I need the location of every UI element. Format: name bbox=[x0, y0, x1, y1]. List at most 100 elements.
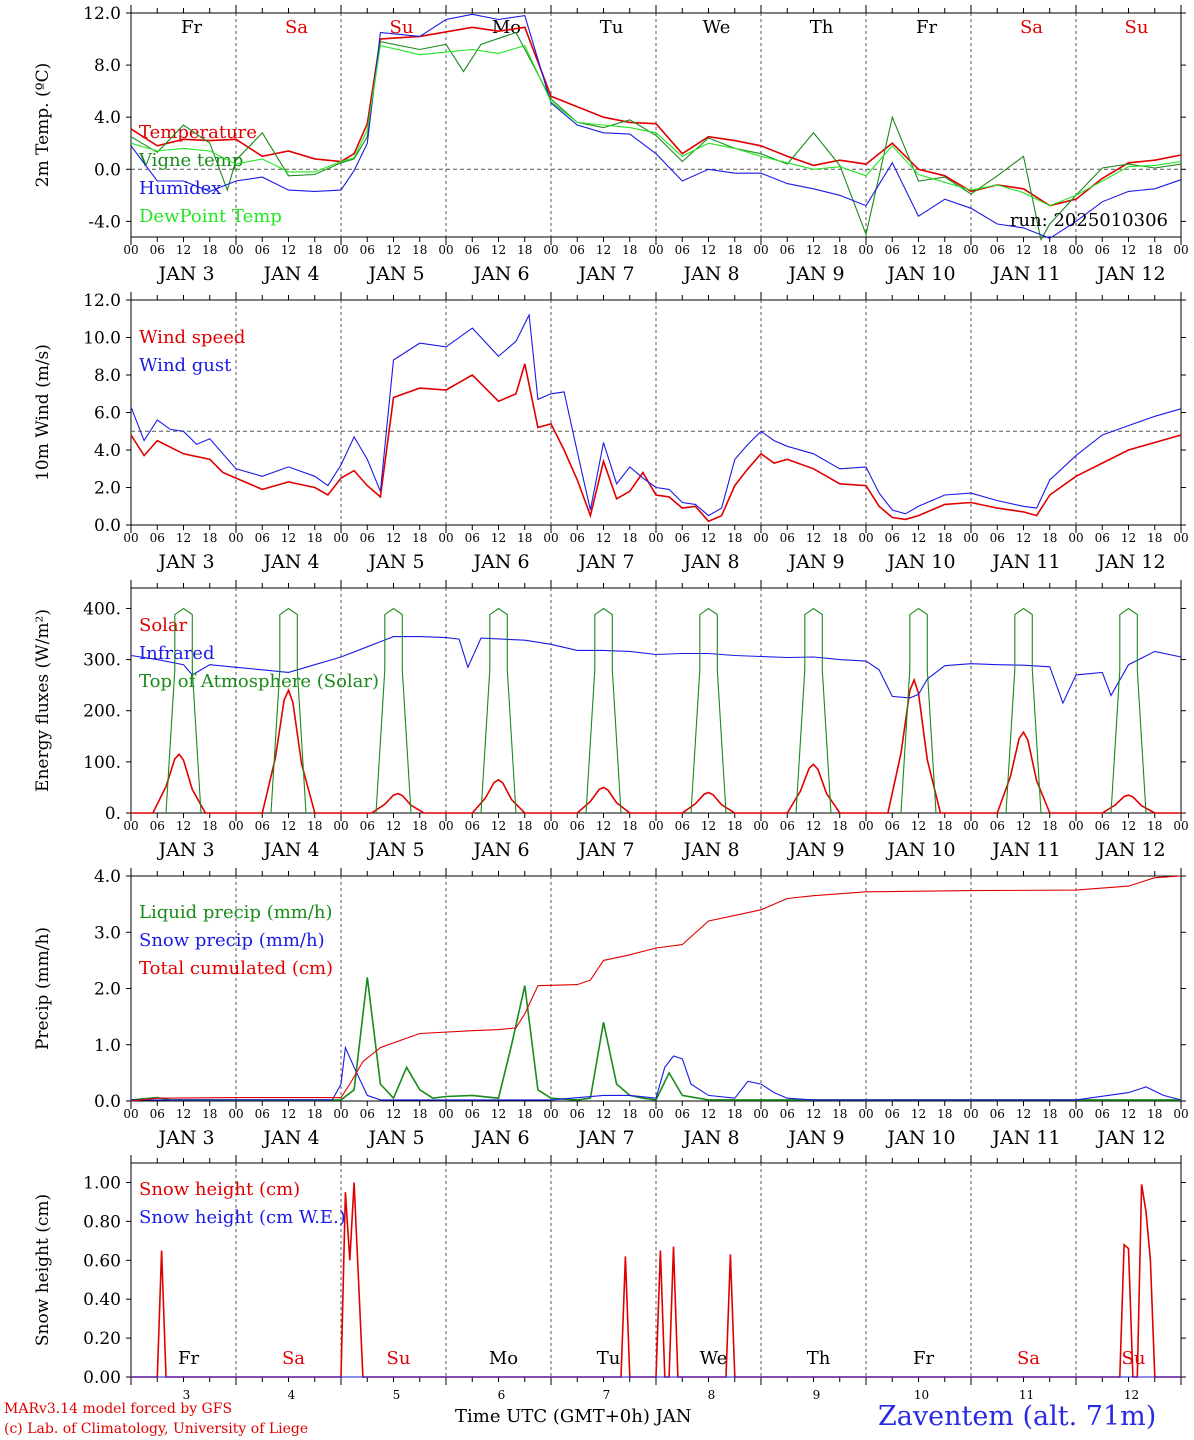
legend-wind-speed: Wind speed bbox=[139, 327, 245, 348]
hour-label: 00 bbox=[963, 819, 978, 833]
weekday-label: Fr bbox=[181, 17, 202, 38]
y-axis-label: Energy fluxes (W/m²) bbox=[33, 609, 53, 792]
hour-label: 18 bbox=[1042, 819, 1057, 833]
model-credit: MARv3.14 model forced by GFS bbox=[4, 1401, 233, 1417]
hour-label: 00 bbox=[753, 243, 768, 257]
y-axis-label: Snow height (cm) bbox=[33, 1194, 53, 1346]
y-tick-label: 6.0 bbox=[94, 404, 121, 424]
series-top-of-atmosphere-solar bbox=[480, 607, 517, 814]
hour-label: 00 bbox=[648, 243, 663, 257]
hour-label: 06 bbox=[675, 1107, 690, 1121]
weekday-label: Sa bbox=[282, 1348, 305, 1369]
panel-frame bbox=[130, 299, 1182, 526]
y-tick-label: 3.0 bbox=[94, 923, 121, 943]
hour-label: 06 bbox=[570, 1107, 585, 1121]
hour-label: 06 bbox=[360, 531, 375, 545]
hour-label: 12 bbox=[701, 819, 716, 833]
hour-label: 06 bbox=[780, 1107, 795, 1121]
hour-label: 18 bbox=[832, 243, 847, 257]
series-humidex bbox=[130, 13, 1182, 239]
hour-label: 18 bbox=[412, 531, 427, 545]
series-solar bbox=[971, 730, 1076, 814]
day-number-label: 5 bbox=[393, 1388, 401, 1402]
date-label: JAN 5 bbox=[366, 839, 424, 861]
hour-label: 06 bbox=[780, 531, 795, 545]
day-number-label: 3 bbox=[183, 1388, 191, 1402]
hour-label: 12 bbox=[1121, 819, 1136, 833]
hour-label: 00 bbox=[648, 1107, 663, 1121]
hour-label: 06 bbox=[990, 243, 1005, 257]
hour-label: 00 bbox=[753, 1107, 768, 1121]
date-label: JAN 9 bbox=[786, 839, 844, 861]
date-label: JAN 11 bbox=[990, 551, 1060, 573]
hour-label: 18 bbox=[202, 819, 217, 833]
hour-label: 18 bbox=[832, 531, 847, 545]
hour-label: 12 bbox=[701, 531, 716, 545]
hour-label: 18 bbox=[1147, 1107, 1162, 1121]
date-label: JAN 7 bbox=[576, 263, 634, 285]
y-tick-label: 12.0 bbox=[83, 4, 121, 24]
series-solar bbox=[236, 688, 341, 814]
hour-label: 00 bbox=[963, 531, 978, 545]
y-tick-label: 1.0 bbox=[94, 1036, 121, 1056]
hour-label: 00 bbox=[333, 1107, 348, 1121]
date-label: JAN 12 bbox=[1095, 1127, 1165, 1149]
date-label: JAN 11 bbox=[990, 263, 1060, 285]
hour-label: 06 bbox=[675, 531, 690, 545]
date-label: JAN 5 bbox=[366, 1127, 424, 1149]
hour-label: 06 bbox=[465, 243, 480, 257]
hour-label: 12 bbox=[386, 819, 401, 833]
panel-frame bbox=[130, 12, 1182, 238]
hour-label: 18 bbox=[202, 531, 217, 545]
hour-label: 18 bbox=[937, 819, 952, 833]
hour-label: 12 bbox=[491, 243, 506, 257]
date-label: JAN 6 bbox=[471, 839, 529, 861]
y-tick-label: 1.00 bbox=[83, 1173, 121, 1193]
y-tick-label: 400. bbox=[83, 599, 121, 619]
hour-label: 00 bbox=[1173, 819, 1188, 833]
hour-label: 18 bbox=[622, 243, 637, 257]
series-infrared bbox=[130, 636, 1182, 705]
y-tick-label: 0.40 bbox=[83, 1290, 121, 1310]
series-solar bbox=[551, 786, 656, 814]
hour-label: 06 bbox=[255, 819, 270, 833]
hour-label: 00 bbox=[1068, 819, 1083, 833]
weekday-label: Fr bbox=[913, 1348, 934, 1369]
hour-label: 12 bbox=[911, 531, 926, 545]
hour-label: 18 bbox=[832, 819, 847, 833]
date-label: JAN 6 bbox=[471, 551, 529, 573]
hour-label: 18 bbox=[1147, 243, 1162, 257]
date-label: JAN 8 bbox=[681, 551, 739, 573]
run-label: run: 2025010306 bbox=[1010, 210, 1168, 231]
date-label: JAN 3 bbox=[156, 1127, 214, 1149]
hour-label: 00 bbox=[543, 819, 558, 833]
y-tick-label: 0.20 bbox=[83, 1329, 121, 1349]
hour-label: 00 bbox=[1173, 531, 1188, 545]
date-label: JAN 4 bbox=[261, 263, 319, 285]
y-axis-label: 10m Wind (m/s) bbox=[33, 344, 53, 481]
hour-label: 06 bbox=[990, 1107, 1005, 1121]
hour-label: 06 bbox=[675, 819, 690, 833]
y-tick-label: 4.0 bbox=[94, 108, 121, 128]
day-number-label: 9 bbox=[813, 1388, 821, 1402]
weekday-label: Fr bbox=[178, 1348, 199, 1369]
hour-label: 06 bbox=[1095, 531, 1110, 545]
hour-label: 00 bbox=[438, 819, 453, 833]
y-axis-label: 2m Temp. (ºC) bbox=[33, 63, 53, 188]
date-label: JAN 3 bbox=[156, 263, 214, 285]
hour-label: 18 bbox=[937, 531, 952, 545]
legend-snow-height-cm-w-e: Snow height (cm W.E.) bbox=[139, 1207, 346, 1228]
series-top-of-atmosphere-solar bbox=[375, 607, 412, 814]
hour-label: 06 bbox=[885, 243, 900, 257]
date-label: JAN 12 bbox=[1095, 839, 1165, 861]
series-wind-speed bbox=[130, 363, 1182, 523]
series-liquid-precip-mm-h bbox=[130, 977, 1181, 1101]
hour-label: 06 bbox=[360, 819, 375, 833]
hour-label: 00 bbox=[333, 531, 348, 545]
hour-label: 06 bbox=[990, 819, 1005, 833]
hour-label: 00 bbox=[438, 531, 453, 545]
series-vigne-temp bbox=[130, 31, 1182, 242]
hour-label: 18 bbox=[622, 819, 637, 833]
day-number-label: 6 bbox=[498, 1388, 506, 1402]
date-label: JAN 9 bbox=[786, 551, 844, 573]
